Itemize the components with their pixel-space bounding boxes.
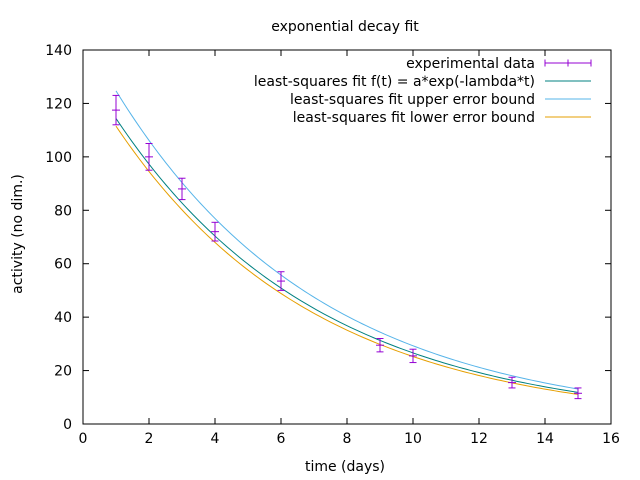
data-point <box>409 348 417 364</box>
y-tick-label: 140 <box>45 43 72 59</box>
data-point <box>211 221 219 242</box>
x-tick-label: 2 <box>145 431 154 447</box>
y-tick-label: 60 <box>54 257 72 273</box>
y-tick-label: 40 <box>54 310 72 326</box>
x-tick-label: 14 <box>536 431 554 447</box>
legend-label: experimental data <box>406 56 535 72</box>
x-tick-label: 10 <box>404 431 422 447</box>
data-point <box>112 94 120 126</box>
x-tick-label: 0 <box>79 431 88 447</box>
y-tick-label: 120 <box>45 96 72 112</box>
y-tick-label: 0 <box>63 417 72 433</box>
x-tick-label: 4 <box>211 431 220 447</box>
data-point <box>508 376 516 389</box>
y-tick-label: 20 <box>54 364 72 380</box>
chart-title: exponential decay fit <box>271 19 419 35</box>
x-tick-label: 16 <box>602 431 620 447</box>
legend-entry: least-squares fit lower error bound <box>293 110 591 126</box>
x-tick-label: 12 <box>470 431 488 447</box>
fit-curve <box>115 90 579 390</box>
axes: 0 2 4 6 8 10 12 14 16 0 20 40 60 80 100 120 140 <box>45 43 620 447</box>
legend: experimental data least-squares fit f(t) … <box>254 56 592 126</box>
x-tick-label: 8 <box>343 431 352 447</box>
legend-entry: experimental data <box>406 56 592 72</box>
x-tick-label: 6 <box>277 431 286 447</box>
data-point <box>277 271 285 291</box>
legend-entry: least-squares fit f(t) = a*exp(-lambda*t… <box>254 74 591 90</box>
data-point <box>376 338 384 353</box>
legend-label: least-squares fit f(t) = a*exp(-lambda*t… <box>254 74 535 90</box>
fit-curve <box>115 118 579 393</box>
y-tick-label: 100 <box>45 150 72 166</box>
legend-label: least-squares fit lower error bound <box>293 110 535 126</box>
data-point <box>145 143 153 171</box>
data-point <box>574 387 582 400</box>
fit-curve <box>115 125 579 395</box>
y-axis-title: activity (no dim.) <box>10 174 26 294</box>
x-axis-title: time (days) <box>305 459 385 475</box>
data-points <box>112 94 582 400</box>
y-tick-label: 80 <box>54 203 72 219</box>
legend-label: least-squares fit upper error bound <box>290 92 535 108</box>
fit-curves <box>115 90 579 395</box>
data-point <box>178 177 186 201</box>
legend-entry: least-squares fit upper error bound <box>290 92 591 108</box>
